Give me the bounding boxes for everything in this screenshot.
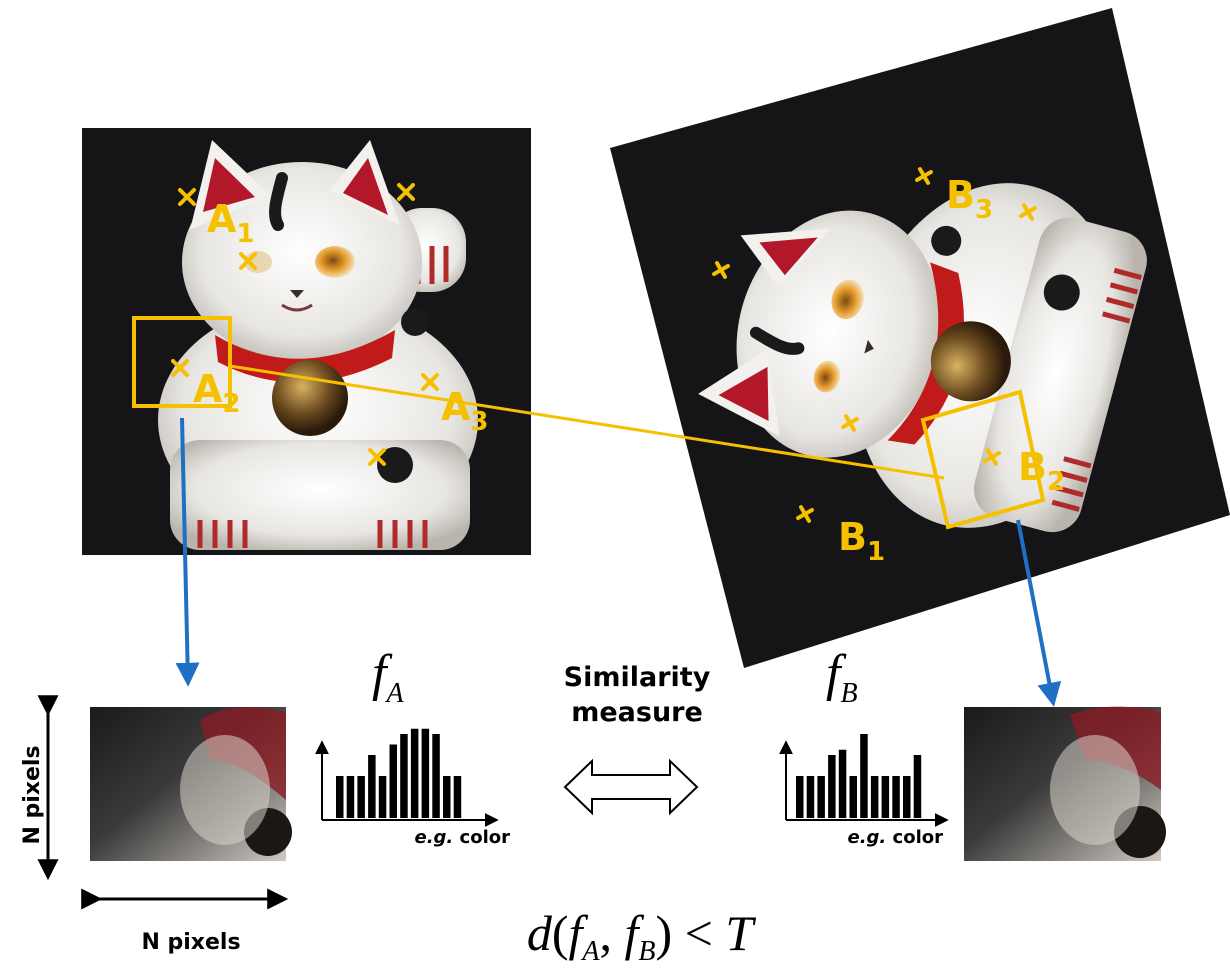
histogram-bar <box>389 744 397 818</box>
histogram-bar <box>421 728 430 818</box>
image-b: B1 B2 B3 <box>610 8 1230 668</box>
cross-marker <box>178 188 196 206</box>
label-a2: A2 <box>193 367 241 419</box>
correspondence-line <box>229 364 945 480</box>
double-arrow-icon <box>563 758 699 816</box>
similarity-label-line2: measure <box>571 697 703 728</box>
cat-a-figure <box>158 140 478 550</box>
histogram-bar <box>400 734 408 818</box>
histogram-a: fA e.g. color <box>315 645 511 848</box>
patch-b <box>964 706 1166 861</box>
histogram-bar <box>870 776 879 818</box>
n-pixels-vertical-label: N pixels <box>20 745 45 844</box>
histogram-bar <box>410 728 419 818</box>
similarity-label-line1: Similarity <box>564 662 711 693</box>
histogram-bar <box>357 776 365 818</box>
histogram-bar <box>913 755 922 818</box>
histogram-bar <box>828 755 836 818</box>
patch-a <box>90 707 292 861</box>
keypoint-markers-b <box>712 167 1037 523</box>
histogram-bar <box>817 776 825 818</box>
histogram-a-bars <box>336 728 462 818</box>
label-b3: B3 <box>946 173 993 225</box>
feature-label-fa: fA <box>372 645 404 709</box>
dimension-vertical: N pixels <box>20 695 59 881</box>
label-a1: A1 <box>207 197 255 249</box>
histogram-bar <box>368 755 376 818</box>
patch-box-a2 <box>132 316 232 408</box>
cross-marker <box>796 505 814 523</box>
histogram-b-bars <box>796 734 922 818</box>
histogram-bar <box>903 776 911 818</box>
arrow-to-patch-a <box>175 417 200 687</box>
histogram-bar <box>346 776 355 818</box>
label-b2: B2 <box>1018 445 1065 497</box>
cross-marker <box>171 359 189 377</box>
image-a: A1 A2 A3 <box>82 128 531 555</box>
histogram-bar <box>849 776 857 818</box>
cross-marker <box>712 261 730 279</box>
histogram-bar <box>860 734 868 818</box>
histogram-bar <box>806 776 815 818</box>
feature-label-fb: fB <box>826 645 858 709</box>
histogram-bar <box>796 776 804 818</box>
n-pixels-horizontal-label: N pixels <box>141 930 240 955</box>
histogram-bar <box>443 776 451 818</box>
distance-threshold-formula: d(fA, fB) < T <box>527 905 757 967</box>
histogram-b-xlabel: e.g. color <box>848 827 944 848</box>
arrow-to-patch-b <box>1016 519 1062 707</box>
cross-marker <box>1019 203 1037 221</box>
keypoint-markers-a <box>171 183 439 466</box>
histogram-a-xlabel: e.g. color <box>415 827 511 848</box>
label-b1: B1 <box>838 515 885 567</box>
cross-marker <box>239 252 257 270</box>
cat-b-figure <box>698 183 1147 533</box>
cross-marker <box>421 373 439 391</box>
histogram-bar <box>432 734 440 818</box>
cross-marker <box>915 167 933 185</box>
label-a3: A3 <box>441 385 489 437</box>
cross-marker <box>983 448 1001 466</box>
histogram-bar <box>336 776 344 818</box>
cross-marker <box>841 414 859 432</box>
histogram-bar <box>378 776 387 818</box>
cross-marker <box>368 448 386 466</box>
dimension-horizontal: N pixels <box>81 888 289 955</box>
histogram-b: fB e.g. color <box>779 645 949 848</box>
histogram-bar <box>892 776 900 818</box>
histogram-bar <box>838 749 847 818</box>
histogram-bar <box>453 776 462 818</box>
similarity-measure: Similarity measure <box>563 662 711 816</box>
histogram-bar <box>881 776 890 818</box>
cross-marker <box>397 183 415 201</box>
patch-box-b2 <box>920 389 1046 530</box>
